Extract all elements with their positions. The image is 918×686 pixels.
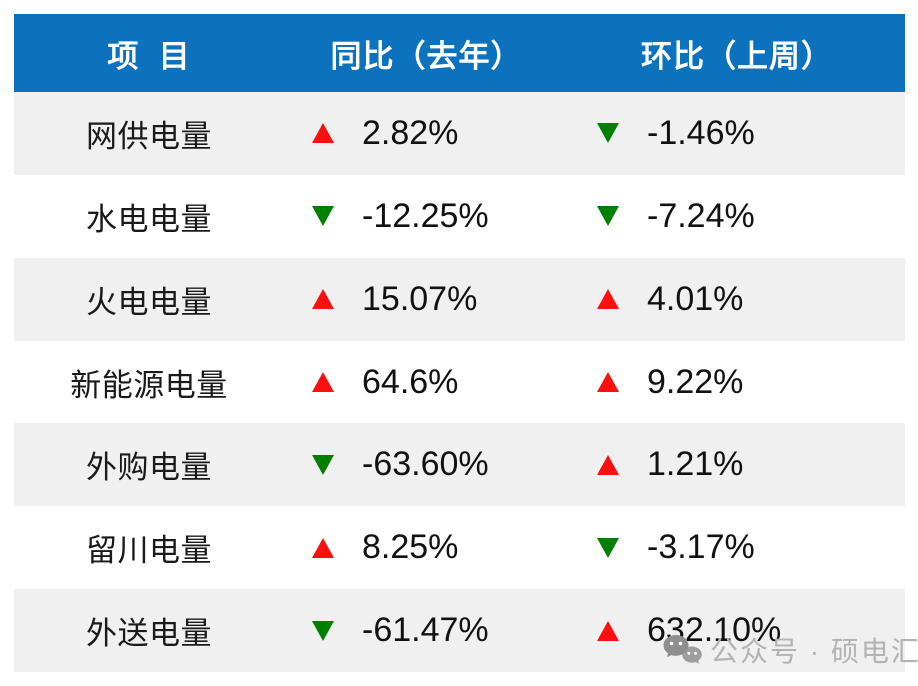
row-item-label: 外送电量 (86, 616, 212, 652)
wow-value: -3.17% (647, 528, 755, 567)
yoy-value: -12.25% (362, 196, 489, 235)
down-triangle-icon (312, 206, 334, 227)
yoy-value: 8.25% (362, 528, 459, 567)
yoy-cell: 8.25% (284, 528, 569, 567)
table-row: 留川电量 8.25% -3.17% (14, 506, 905, 590)
wow-value: 9.22% (647, 362, 744, 401)
header-yoy: 同比（去年） (330, 38, 523, 74)
wow-cell: -7.24% (569, 197, 905, 236)
wow-value: 4.01% (647, 279, 744, 318)
row-item-label: 留川电量 (86, 533, 212, 569)
row-item-label: 水电电量 (86, 201, 212, 237)
yoy-value: -61.47% (362, 611, 489, 650)
wow-cell: 4.01% (569, 280, 905, 319)
down-triangle-icon (312, 454, 334, 475)
wow-value: -1.46% (647, 113, 755, 152)
table-row: 外送电量 -61.47% 632.10% (14, 589, 905, 673)
yoy-cell: -63.60% (284, 445, 569, 484)
wow-cell: 9.22% (569, 363, 905, 402)
table-row: 新能源电量 64.6% 9.22% (14, 340, 905, 424)
yoy-value: 2.82% (362, 113, 459, 152)
up-triangle-icon (312, 537, 334, 558)
down-triangle-icon (312, 620, 334, 641)
yoy-cell: 2.82% (284, 114, 569, 153)
down-triangle-icon (597, 206, 619, 227)
up-triangle-icon (312, 123, 334, 144)
wow-cell: -1.46% (569, 114, 905, 153)
row-item-label: 外购电量 (86, 450, 212, 486)
yoy-value: 64.6% (362, 362, 459, 401)
table-row: 火电电量 15.07% 4.01% (14, 257, 905, 341)
yoy-cell: 64.6% (284, 363, 569, 402)
up-triangle-icon (597, 454, 619, 475)
up-triangle-icon (597, 372, 619, 392)
down-triangle-icon (597, 123, 619, 144)
wow-value: 1.21% (647, 445, 744, 484)
up-triangle-icon (312, 289, 334, 310)
wow-cell: 632.10% (569, 611, 905, 650)
header-item: 项 目 (107, 38, 191, 74)
wow-cell: -3.17% (569, 528, 905, 567)
table-body: 网供电量 2.82% -1.46% 水电电量 -12.25% -7.24% 火电电量 15.0… (14, 92, 905, 673)
yoy-cell: 15.07% (284, 280, 569, 319)
yoy-cell: -61.47% (284, 611, 569, 650)
up-triangle-icon (597, 289, 619, 310)
yoy-value: -63.60% (362, 445, 489, 484)
yoy-cell: -12.25% (284, 197, 569, 236)
up-triangle-icon (597, 620, 619, 641)
header-wow: 环比（上周） (641, 38, 833, 74)
yoy-value: 15.07% (362, 279, 478, 318)
row-item-label: 新能源电量 (70, 367, 228, 403)
row-item-label: 网供电量 (86, 118, 212, 154)
wow-value: -7.24% (647, 196, 755, 235)
table-row: 水电电量 -12.25% -7.24% (14, 174, 905, 258)
row-item-label: 火电电量 (86, 284, 212, 320)
wow-cell: 1.21% (569, 445, 905, 484)
wow-value: 632.10% (647, 611, 782, 650)
comparison-table: 项 目 同比（去年） 环比（上周） 网供电量 2.82% -1.46% 水电电量 -12… (14, 14, 905, 673)
table-row: 网供电量 2.82% -1.46% (14, 92, 905, 175)
table-row: 外购电量 -63.60% 1.21% (14, 423, 905, 507)
down-triangle-icon (597, 537, 619, 558)
table-header: 项 目 同比（去年） 环比（上周） (14, 14, 905, 92)
up-triangle-icon (312, 372, 334, 392)
